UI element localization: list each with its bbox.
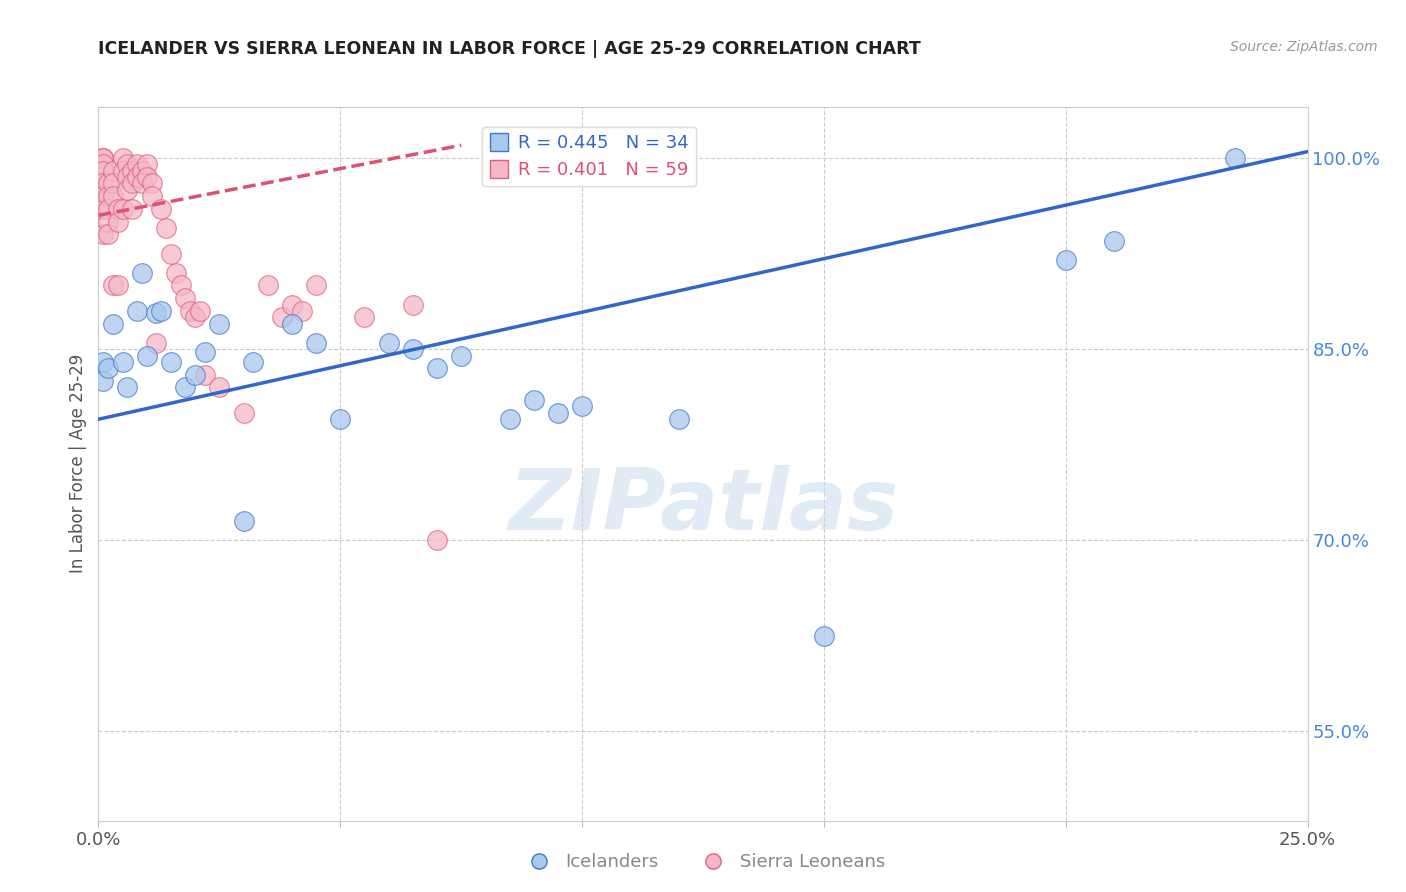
Point: [97, 202, 120, 216]
Point: [101, 278, 124, 293]
Point: [450, 349, 472, 363]
Point: [141, 189, 163, 203]
Point: [127, 157, 149, 171]
Text: Source: ZipAtlas.com: Source: ZipAtlas.com: [1230, 40, 1378, 54]
Point: [111, 163, 134, 178]
Point: [107, 278, 129, 293]
Point: [305, 335, 328, 350]
Point: [117, 183, 139, 197]
Point: [150, 304, 173, 318]
Point: [91, 151, 114, 165]
Point: [91, 163, 114, 178]
Point: [160, 246, 183, 260]
Legend: R = 0.445   N = 34, R = 0.401   N = 59: R = 0.445 N = 34, R = 0.401 N = 59: [482, 127, 696, 186]
Point: [107, 202, 129, 216]
Point: [121, 177, 143, 191]
Point: [169, 278, 191, 293]
Point: [188, 304, 211, 318]
Point: [91, 189, 114, 203]
Point: [329, 412, 352, 426]
Point: [91, 227, 114, 242]
Point: [117, 170, 139, 185]
Point: [121, 163, 143, 178]
Point: [179, 304, 201, 318]
Point: [91, 355, 114, 369]
Point: [523, 393, 546, 408]
Point: [290, 304, 312, 318]
Point: [101, 317, 124, 331]
Point: [127, 170, 149, 185]
Point: [101, 177, 124, 191]
Point: [353, 310, 375, 325]
Point: [150, 202, 173, 216]
Point: [97, 189, 120, 203]
Point: [377, 335, 399, 350]
Point: [160, 355, 183, 369]
Point: [117, 157, 139, 171]
Point: [232, 406, 254, 420]
Point: [131, 163, 153, 178]
Point: [281, 317, 304, 331]
Point: [97, 215, 120, 229]
Point: [111, 151, 134, 165]
Point: [91, 374, 114, 388]
Point: [668, 412, 690, 426]
Point: [571, 400, 593, 414]
Point: [402, 297, 425, 311]
Point: [131, 177, 153, 191]
Point: [305, 278, 328, 293]
Point: [145, 306, 167, 320]
Point: [127, 304, 149, 318]
Legend: Icelanders, Sierra Leoneans: Icelanders, Sierra Leoneans: [513, 847, 893, 879]
Point: [426, 533, 449, 548]
Point: [232, 514, 254, 528]
Point: [97, 227, 120, 242]
Point: [145, 335, 167, 350]
Point: [174, 291, 197, 305]
Point: [111, 202, 134, 216]
Point: [547, 406, 569, 420]
Point: [813, 629, 835, 643]
Point: [141, 177, 163, 191]
Point: [426, 361, 449, 376]
Point: [271, 310, 294, 325]
Point: [111, 355, 134, 369]
Point: [91, 157, 114, 171]
Point: [121, 202, 143, 216]
Point: [101, 163, 124, 178]
Point: [155, 221, 177, 235]
Point: [131, 266, 153, 280]
Point: [242, 355, 264, 369]
Point: [135, 157, 157, 171]
Point: [256, 278, 278, 293]
Point: [402, 342, 425, 356]
Point: [498, 412, 520, 426]
Point: [117, 380, 139, 394]
Point: [135, 349, 157, 363]
Point: [1223, 151, 1246, 165]
Point: [107, 215, 129, 229]
Point: [1054, 252, 1077, 267]
Point: [281, 297, 304, 311]
Point: [135, 170, 157, 185]
Point: [174, 380, 197, 394]
Text: ZIPatlas: ZIPatlas: [508, 465, 898, 549]
Point: [194, 368, 217, 382]
Point: [1102, 234, 1125, 248]
Point: [101, 189, 124, 203]
Point: [97, 177, 120, 191]
Y-axis label: In Labor Force | Age 25-29: In Labor Force | Age 25-29: [69, 354, 87, 574]
Point: [208, 380, 231, 394]
Point: [194, 344, 217, 359]
Point: [91, 151, 114, 165]
Point: [91, 202, 114, 216]
Point: [165, 266, 187, 280]
Point: [184, 368, 207, 382]
Point: [184, 310, 207, 325]
Point: [91, 177, 114, 191]
Text: ICELANDER VS SIERRA LEONEAN IN LABOR FORCE | AGE 25-29 CORRELATION CHART: ICELANDER VS SIERRA LEONEAN IN LABOR FOR…: [98, 40, 921, 58]
Point: [97, 361, 120, 376]
Point: [208, 317, 231, 331]
Point: [91, 151, 114, 165]
